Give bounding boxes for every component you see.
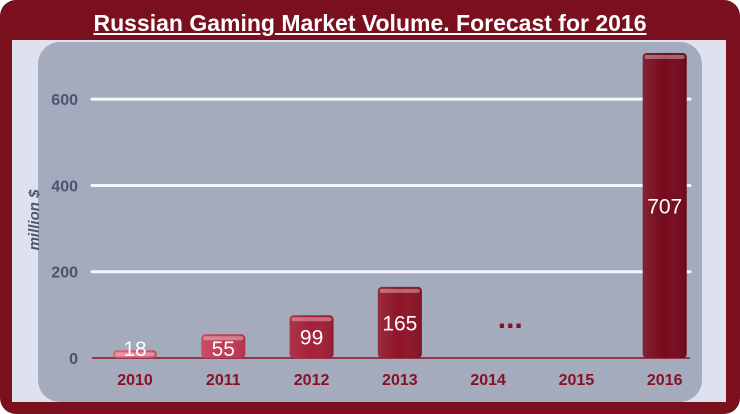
y-tick-label: 600 bbox=[51, 92, 78, 109]
x-tick-label-2011: 2011 bbox=[206, 372, 241, 389]
data-label-2010: 18 bbox=[123, 338, 146, 361]
x-tick-label-2012: 2012 bbox=[294, 372, 330, 389]
x-tick-label-2016: 2016 bbox=[647, 372, 683, 389]
bar-highlight bbox=[379, 288, 420, 293]
bar-shine bbox=[113, 350, 157, 358]
bar-highlight bbox=[115, 352, 155, 357]
y-tick-label: 0 bbox=[69, 351, 78, 368]
bar-shine bbox=[201, 334, 246, 358]
y-tick-label: 200 bbox=[51, 265, 78, 282]
bar-shine bbox=[289, 315, 334, 358]
bar-highlight bbox=[203, 336, 244, 341]
data-label-2011: 55 bbox=[212, 338, 235, 361]
chart-title: Russian Gaming Market Volume. Forecast f… bbox=[93, 10, 647, 36]
plot-panel bbox=[38, 42, 702, 402]
data-label-2012: 99 bbox=[300, 327, 323, 350]
x-tick-label-2014: 2014 bbox=[470, 372, 506, 389]
data-label-2016: 707 bbox=[647, 196, 682, 219]
bar-highlight bbox=[291, 317, 332, 322]
x-tick-label-2015: 2015 bbox=[559, 372, 595, 389]
gap-marker: ... bbox=[498, 302, 523, 335]
y-tick-label: 400 bbox=[51, 178, 78, 195]
x-tick-label-2010: 2010 bbox=[117, 372, 153, 389]
bar-highlight bbox=[644, 55, 685, 59]
bar-shine bbox=[642, 53, 687, 358]
bar-shine bbox=[377, 286, 422, 358]
x-tick-label-2013: 2013 bbox=[382, 372, 418, 389]
data-label-2013: 165 bbox=[382, 312, 417, 335]
y-axis-label: million $ bbox=[26, 189, 43, 251]
